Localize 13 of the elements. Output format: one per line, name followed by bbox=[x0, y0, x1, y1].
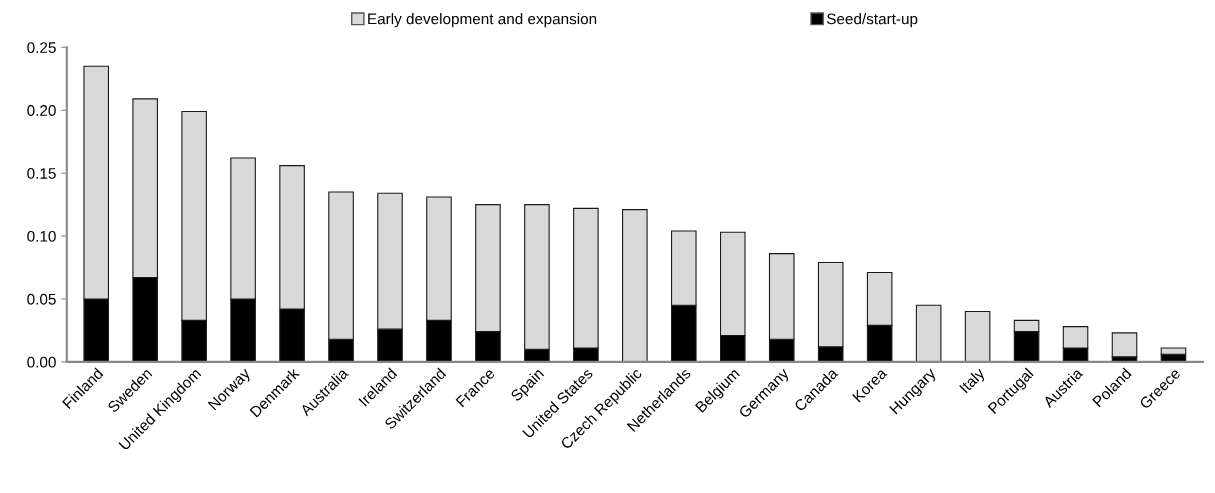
y-tick-label: 0.25 bbox=[27, 42, 56, 54]
y-tick-label: 0.00 bbox=[27, 356, 56, 368]
bar bbox=[964, 310, 991, 362]
y-tick-label: 0.05 bbox=[27, 293, 56, 305]
y-tick-label: 0.20 bbox=[27, 105, 56, 116]
bar bbox=[622, 209, 648, 362]
y-tick-label: 0.15 bbox=[27, 168, 56, 179]
bar bbox=[1111, 332, 1138, 358]
x-tick-label: Italy bbox=[958, 366, 988, 396]
legend-label: Seed/start-up bbox=[826, 13, 918, 28]
bar bbox=[915, 304, 942, 362]
legend-label: Early development and expansion bbox=[368, 13, 597, 28]
y-tick-label: 0.10 bbox=[27, 230, 56, 242]
